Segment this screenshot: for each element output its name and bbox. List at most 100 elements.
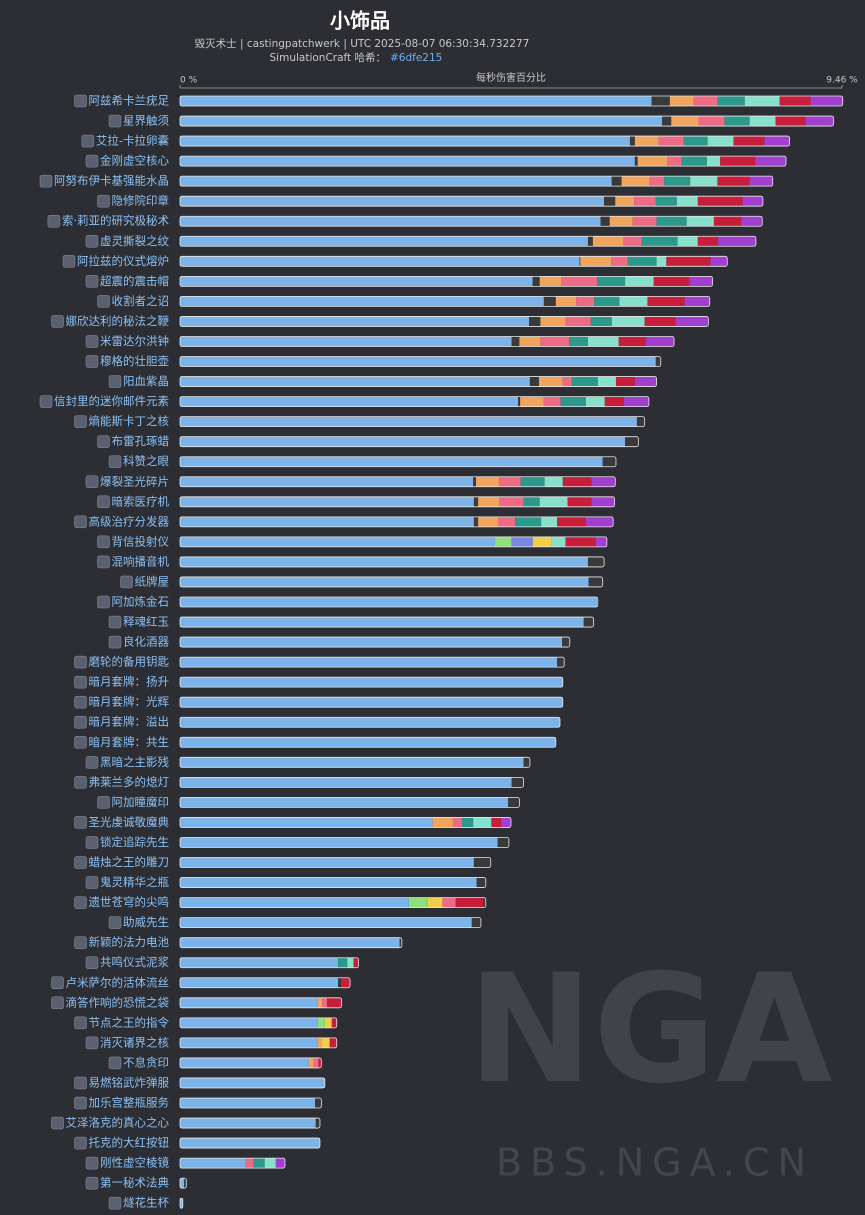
bar-segment <box>432 817 453 828</box>
bar-segment <box>322 997 327 1008</box>
item-icon <box>85 756 99 769</box>
bar-outline <box>179 1137 321 1149</box>
bar-segment <box>561 276 598 287</box>
bar-outline <box>179 837 510 848</box>
bar-segment <box>180 536 495 547</box>
item-icon <box>74 736 87 749</box>
bar-segment <box>557 516 586 527</box>
bar-outline <box>179 776 524 788</box>
bar-segment <box>557 657 565 668</box>
bar-segment <box>618 336 647 347</box>
bar-segment <box>315 1098 322 1108</box>
bar-segment <box>697 236 719 247</box>
bar-segment <box>637 156 668 167</box>
bar-segment <box>744 96 780 106</box>
row-label: 隐修院印章 <box>112 194 170 208</box>
bar-outline <box>179 235 757 247</box>
bar-segment <box>562 476 592 487</box>
bar-segment <box>494 536 512 547</box>
bar-segment <box>580 256 612 267</box>
item-icon <box>97 595 110 609</box>
hash-link[interactable]: #6dfe215 <box>390 52 442 64</box>
bar-segment <box>498 516 516 527</box>
bar-segment <box>317 997 323 1008</box>
bar-outline <box>179 616 594 628</box>
bar-segment <box>180 496 474 507</box>
bar-segment <box>634 376 657 387</box>
row-label: 爆裂圣光碎片 <box>100 474 169 488</box>
bar-segment <box>664 176 691 187</box>
item-icon <box>85 1176 99 1190</box>
item-icon <box>108 1056 122 1070</box>
row-label: 鬼灵精华之瓶 <box>100 875 169 889</box>
bar-outline <box>179 656 565 668</box>
bar-segment <box>180 336 512 347</box>
row-label: 节点之王的指令 <box>89 1015 170 1029</box>
bar-segment <box>707 136 734 147</box>
bar-segment <box>541 516 558 527</box>
bar-segment <box>583 617 594 628</box>
bar-segment <box>338 957 348 968</box>
row-label: 阿努布伊卡基强能水晶 <box>54 174 169 188</box>
bar-segment <box>180 1017 318 1028</box>
item-icon <box>74 1076 87 1090</box>
bar-segment <box>511 336 520 347</box>
bar-segment <box>720 156 756 167</box>
bar-segment <box>180 276 533 287</box>
bar-segment <box>331 1017 337 1028</box>
bar-outline <box>179 496 615 508</box>
bar-segment <box>399 937 402 948</box>
bar-segment <box>180 777 512 788</box>
bar-outline <box>179 556 605 568</box>
item-icon <box>97 495 110 509</box>
item-icon <box>108 916 122 929</box>
bar-segment <box>653 276 690 287</box>
bar-outline <box>179 1117 321 1129</box>
bar-segment <box>264 1158 276 1169</box>
bar-segment <box>641 236 678 247</box>
row-label: 星界触须 <box>123 114 169 128</box>
item-icon <box>51 996 64 1010</box>
item-icon <box>108 375 122 388</box>
bar-segment <box>180 356 656 367</box>
bar-segment <box>324 1017 332 1028</box>
item-icon <box>97 796 110 809</box>
bar-segment <box>676 196 698 207</box>
bar-segment <box>713 216 742 227</box>
watermark-logo: NGA <box>468 943 833 1117</box>
bar-segment <box>629 136 635 147</box>
bar-segment <box>180 236 588 247</box>
bar-segment <box>180 657 558 668</box>
bar-segment <box>455 897 484 908</box>
item-icon <box>85 956 99 969</box>
row-label: 熵能斯卡丁之核 <box>89 414 170 428</box>
bar-segment <box>710 256 728 267</box>
row-label: 圣光虔诚敬魔典 <box>89 815 170 829</box>
bar-segment <box>539 496 568 507</box>
bar-segment <box>667 156 682 167</box>
row-label: 遗世苍穹的尖鸣 <box>89 895 170 909</box>
bar-segment <box>569 336 588 347</box>
bar-segment <box>483 897 486 908</box>
bar-segment <box>684 296 710 307</box>
item-icon <box>97 194 110 208</box>
item-icon <box>39 395 53 408</box>
bar-segment <box>497 837 509 848</box>
bar-outline <box>179 1177 187 1189</box>
bar-segment <box>180 797 509 808</box>
bar-segment <box>644 316 676 327</box>
bar-outline <box>179 696 564 708</box>
bar-segment <box>180 1057 309 1068</box>
bar-segment <box>647 296 685 307</box>
row-label: 蜡烛之王的雕刀 <box>89 855 170 869</box>
bar-segment <box>353 957 359 968</box>
subtitle: 毁灭术士 | castingpatchwerk | UTC 2025-08-07… <box>195 37 530 50</box>
item-icon <box>39 174 53 188</box>
bar-segment <box>180 376 530 387</box>
bar-segment <box>656 256 667 267</box>
row-label: 助威先生 <box>123 915 169 929</box>
item-icon <box>85 275 99 288</box>
bar-segment <box>180 1138 320 1149</box>
item-icon <box>85 154 99 168</box>
